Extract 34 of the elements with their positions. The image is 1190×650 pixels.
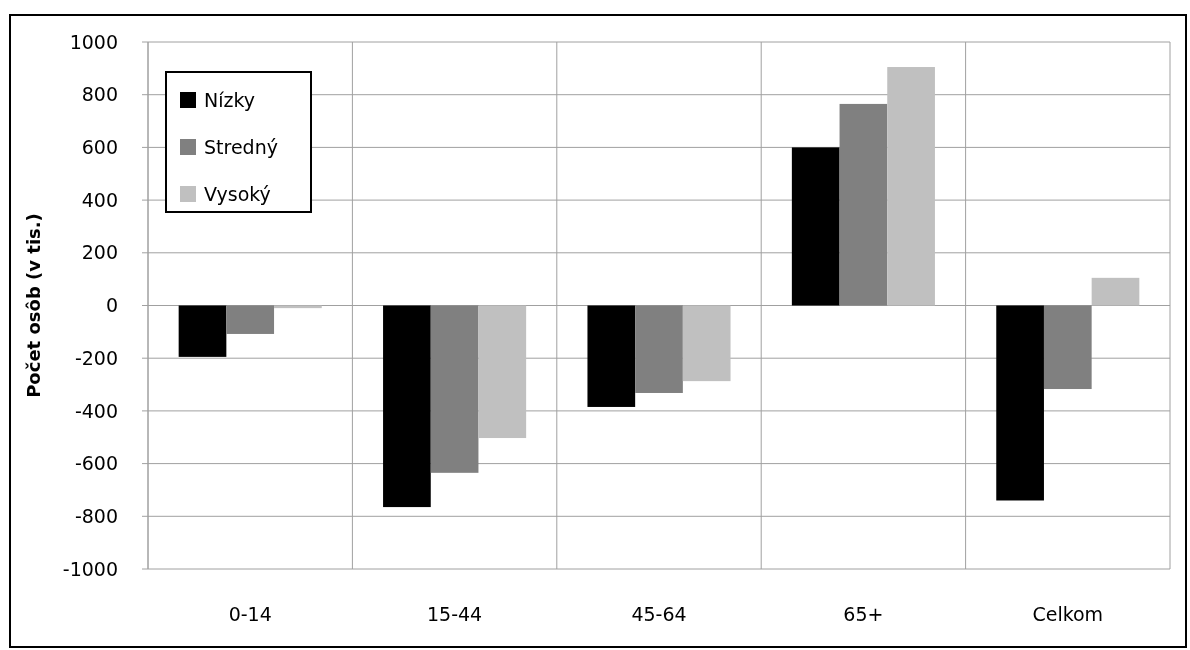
y-axis-title: Počet osôb (v tis.) — [23, 213, 44, 398]
y-tick-label: -200 — [74, 346, 118, 369]
bar — [178, 305, 227, 357]
y-tick-label: 400 — [81, 188, 118, 211]
bar — [996, 305, 1044, 501]
legend-label: Stredný — [204, 135, 278, 158]
y-tick-label: 1000 — [69, 30, 118, 53]
y-tick-label: -800 — [74, 504, 118, 527]
y-tick-label: -600 — [74, 452, 118, 475]
bar — [430, 305, 479, 473]
bar — [791, 147, 840, 306]
x-tick-label: 0-14 — [228, 603, 272, 625]
x-tick-label: 65+ — [843, 603, 884, 625]
y-tick-label: -400 — [74, 399, 118, 422]
bar — [635, 305, 683, 393]
legend-label: Nízky — [204, 88, 256, 111]
bar — [1043, 305, 1092, 390]
bar — [226, 305, 275, 334]
bar — [682, 305, 731, 382]
y-tick-label: 200 — [81, 241, 118, 264]
bar — [383, 305, 431, 508]
legend-label: Vysoký — [204, 182, 271, 205]
bar — [839, 103, 888, 306]
y-tick-label: 600 — [81, 136, 118, 159]
y-tick-label: 0 — [105, 294, 118, 317]
x-tick-label: 45-64 — [631, 603, 687, 625]
bar — [478, 305, 527, 439]
x-tick-label: 15-44 — [426, 603, 483, 625]
y-tick-label: -1000 — [62, 557, 118, 580]
bar — [1091, 277, 1140, 306]
x-tick-label: Celkom — [1032, 603, 1104, 625]
bar — [887, 67, 935, 306]
y-tick-label: 800 — [81, 83, 118, 106]
bar — [587, 305, 636, 407]
